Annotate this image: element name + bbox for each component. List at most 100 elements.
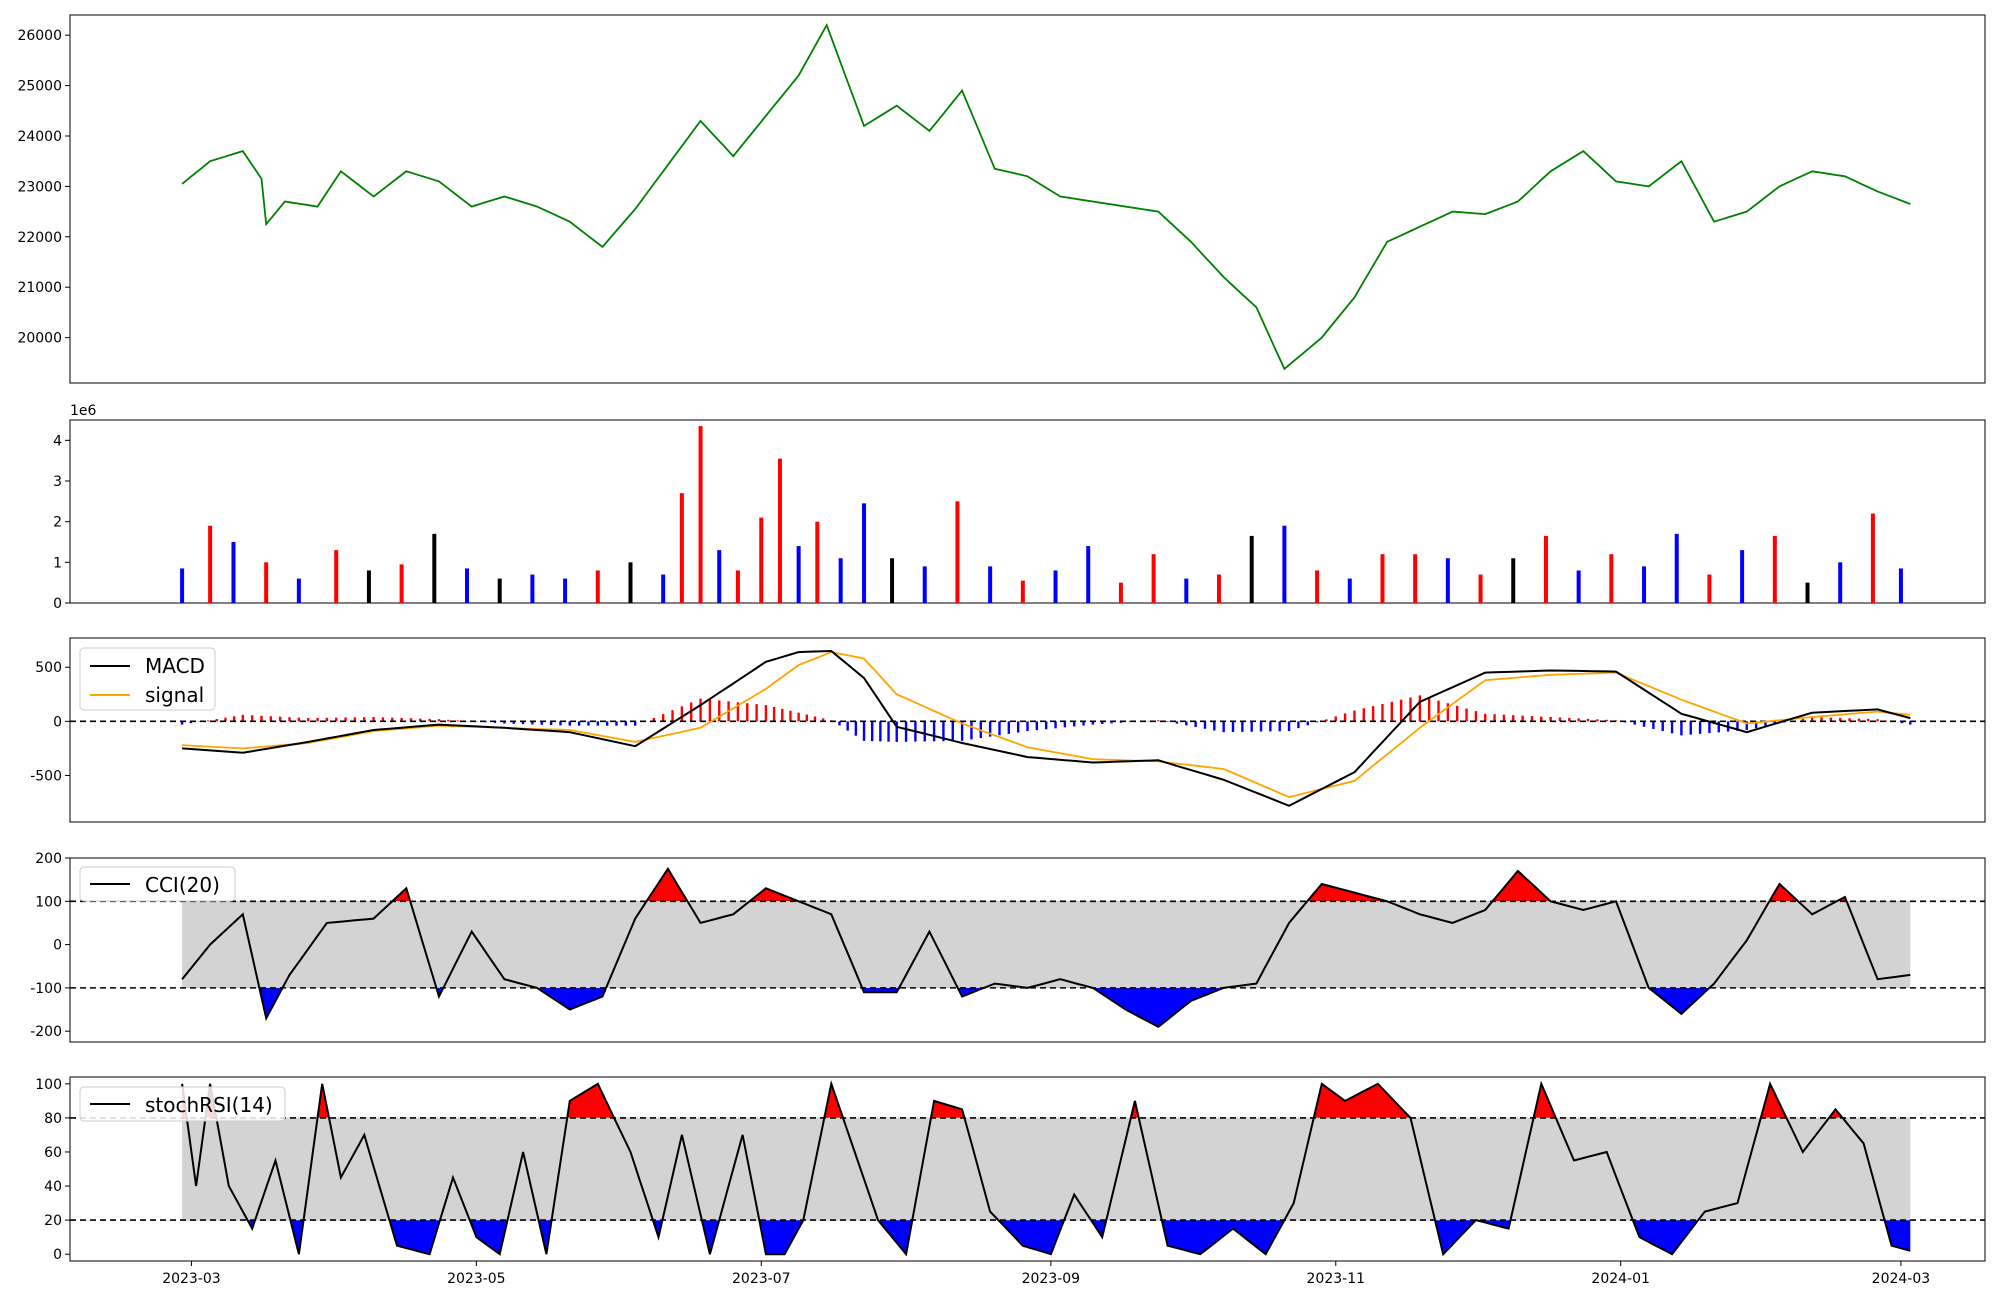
macd-histogram-bar [671, 710, 674, 722]
macd-histogram-bar [1810, 717, 1814, 722]
macd-histogram-bar [1867, 718, 1870, 722]
volume-bar [1184, 578, 1189, 603]
macd-histogram-bar [1035, 721, 1039, 731]
volume-bar [208, 525, 213, 603]
macd-histogram-bar [680, 706, 684, 722]
macd-histogram-bar [241, 714, 245, 722]
x-tick-label: 2023-03 [162, 1271, 221, 1287]
volume-bar [862, 503, 867, 603]
macd-histogram-bar [372, 717, 375, 722]
stochrsi-ytick-label: 0 [53, 1247, 62, 1263]
macd-histogram-bar [1754, 721, 1758, 729]
macd-histogram-bar [456, 720, 459, 722]
stochrsi-ytick-label: 60 [44, 1145, 62, 1161]
macd-histogram-bar [1175, 721, 1179, 724]
cci-legend-frame [79, 866, 236, 902]
cci-panel: -200 -100 0 100 200 [30, 851, 1986, 1043]
price-ytick-label: 24000 [17, 129, 62, 145]
macd-histogram-bar [879, 721, 882, 742]
macd-histogram-bar [503, 721, 506, 724]
cci-frame [69, 857, 1986, 1043]
macd-histogram-bar [661, 714, 665, 722]
macd-histogram-bar [1241, 721, 1244, 732]
macd-histogram-bar [1185, 721, 1188, 726]
macd-frame [69, 637, 1986, 823]
macd-histogram-bar [1558, 717, 1562, 722]
macd-histogram-bar [1007, 721, 1011, 734]
macd-histogram-bar [540, 721, 543, 725]
date-axis: 2023-03 2023-05 2023-07 2023-09 2023-11 2024-… [162, 1261, 1930, 1287]
macd-histogram-bar [1278, 721, 1281, 732]
macd-histogram-bar [755, 704, 758, 722]
macd-ytick-label: 500 [35, 660, 62, 676]
macd-histogram-bar [1736, 721, 1739, 731]
macd-histogram-bar [1334, 716, 1337, 722]
macd-histogram-bar [1484, 713, 1487, 722]
volume-bar [1380, 554, 1385, 603]
volume-bar [563, 578, 568, 603]
macd-histogram-bar [1586, 718, 1590, 722]
macd-histogram-bar [1297, 721, 1300, 729]
volume-ytick-label: 4 [53, 433, 62, 449]
macd-histogram-bar [813, 716, 817, 722]
macd-histogram-bar [419, 718, 422, 722]
stochrsi-line [181, 1080, 1911, 1257]
volume-bar [1870, 513, 1875, 603]
volume-frame [69, 419, 1986, 604]
macd-histogram-bar [325, 717, 329, 722]
macd-histogram-bar [895, 721, 898, 742]
macd-histogram-bar [615, 721, 618, 726]
macd-histogram-bar [1110, 721, 1113, 724]
macd-histogram-bar [260, 715, 263, 722]
volume-bar [1413, 554, 1418, 603]
volume-bar [1217, 574, 1221, 603]
volume-bar [296, 578, 301, 603]
macd-histogram-bar [512, 721, 515, 724]
macd-histogram-bar [559, 721, 562, 726]
macd-histogram-bar [353, 717, 357, 722]
volume-bar [595, 570, 600, 603]
volume-bar [366, 570, 371, 603]
macd-histogram-bar [708, 699, 712, 722]
cci-legend-label: CCI(20) [145, 873, 220, 897]
volume-bar [1478, 574, 1483, 603]
volume-scale-label: 1e6 [70, 403, 97, 419]
macd-histogram-bar [1652, 721, 1655, 729]
macd-histogram-bar [1213, 721, 1216, 731]
volume-ytick-label: 3 [53, 474, 62, 490]
macd-histogram-bar [605, 721, 609, 726]
macd-histogram-bar [932, 721, 936, 742]
macd-histogram-bar [1231, 721, 1235, 733]
macd-histogram-bar [1848, 718, 1851, 722]
macd-histogram-bar [1633, 721, 1636, 725]
macd-histogram-bar [316, 717, 319, 722]
x-tick-label: 2024-01 [1591, 1271, 1650, 1287]
macd-histogram-bar [189, 721, 192, 724]
volume-bar [1740, 550, 1745, 603]
macd-ytick-label: 0 [53, 714, 62, 730]
price-ytick-label: 25000 [17, 79, 62, 95]
price-line [181, 22, 1911, 371]
volume-bar [735, 570, 740, 603]
macd-histogram-bar [568, 721, 571, 726]
macd-histogram-bar [699, 698, 702, 722]
macd-histogram-bar [970, 721, 973, 740]
macd-histogram-bar [1717, 721, 1720, 733]
macd-histogram-bar [1568, 717, 1571, 722]
macd-histogram-bar [1101, 721, 1104, 724]
macd-histogram-bar [1026, 721, 1029, 732]
volume-bar [1151, 554, 1156, 603]
stochrsi-legend-label: stochRSI(14) [145, 1093, 273, 1117]
volume-bar [628, 562, 633, 603]
stochrsi-band [182, 1117, 1911, 1221]
volume-bar [815, 521, 820, 603]
macd-histogram-bar [1315, 721, 1319, 723]
macd-histogram-bar [1390, 701, 1394, 722]
macd-histogram-bar [437, 719, 441, 722]
macd-histogram-bar [531, 721, 534, 725]
macd-histogram-bar [1427, 697, 1431, 722]
volume-bar [1118, 582, 1123, 603]
stochrsi-ytick-label: 100 [35, 1077, 62, 1093]
volume-bar [955, 501, 960, 603]
volume-bar [698, 426, 703, 603]
